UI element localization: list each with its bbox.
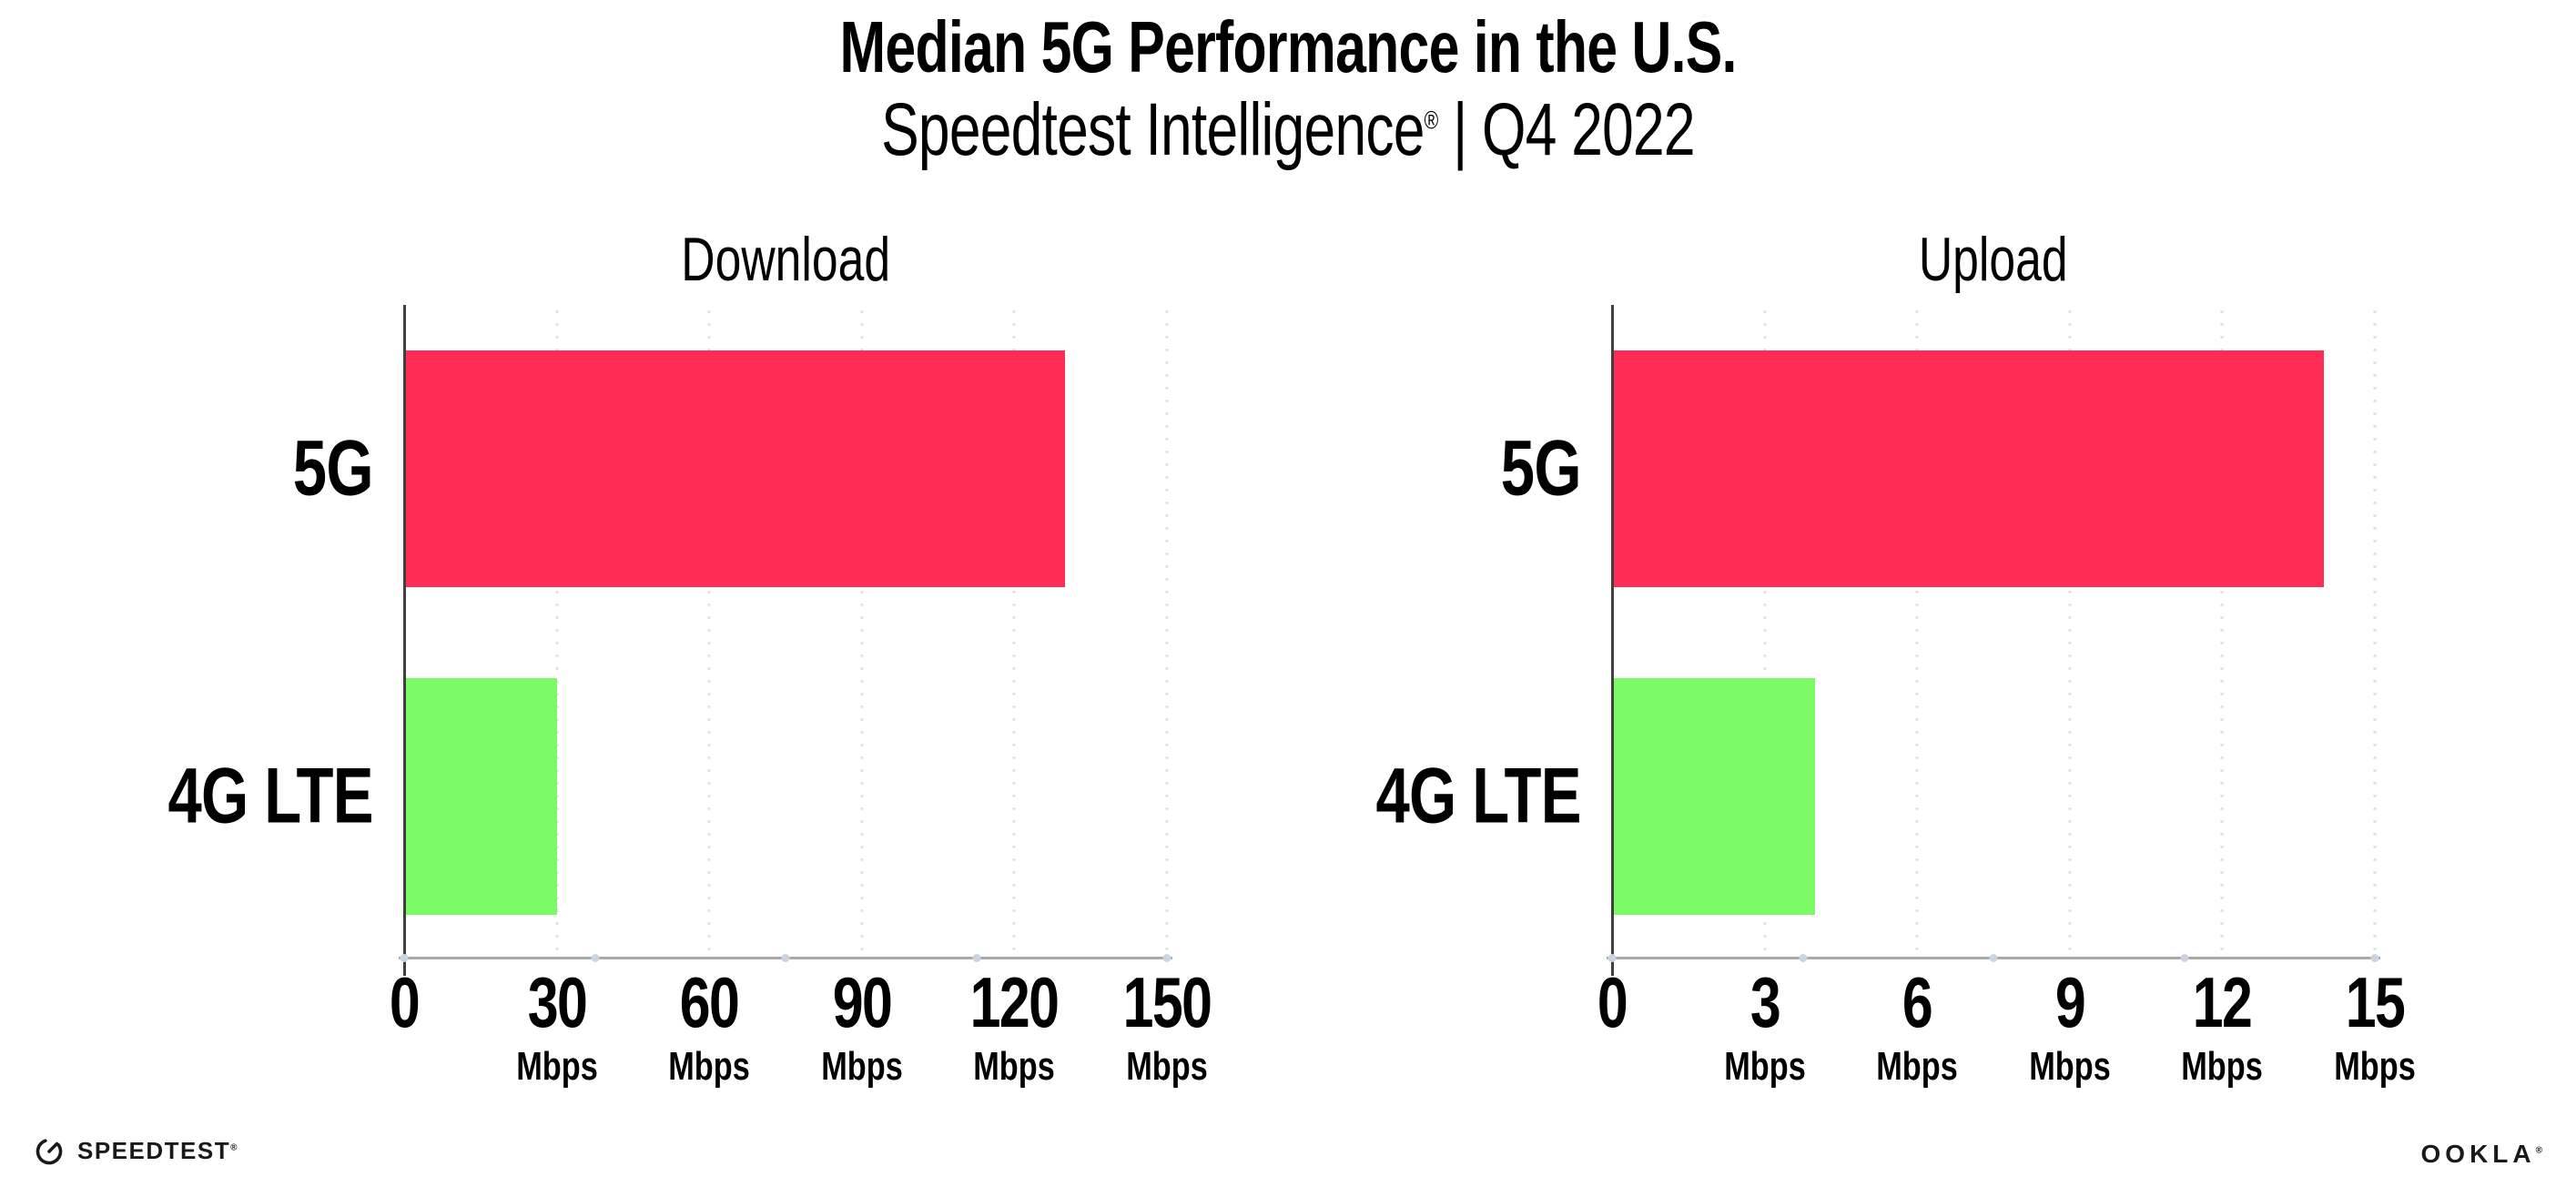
- axis-tick-dot: [1799, 954, 1807, 962]
- axis-tick-dot: [1607, 954, 1617, 962]
- upload-ylabel-5g: 5G: [1501, 424, 1582, 512]
- gridline: [1915, 310, 1919, 957]
- ookla-logo: OOKLA®: [2421, 1140, 2547, 1169]
- upload-chart-title: Upload: [1919, 225, 2068, 294]
- download-ylabel-5g: 5G: [293, 424, 374, 512]
- page-subtitle: Speedtest Intelligence® | Q4 2022: [0, 87, 2576, 173]
- download-chart-title: Download: [681, 225, 890, 294]
- upload-xtick-3: 3 Mbps: [1723, 962, 1806, 1089]
- gridline: [1012, 310, 1016, 957]
- download-xtick-30: 30 Mbps: [515, 962, 598, 1089]
- upload-xtick-6: 6 Mbps: [1876, 962, 1958, 1089]
- axis-tick-dot: [400, 954, 409, 962]
- registered-mark: ®: [2535, 1145, 2547, 1156]
- upload-ylabel-4g: 4G LTE: [1375, 752, 1582, 840]
- y-axis-line: [1611, 305, 1614, 976]
- bar-5g-download: [404, 350, 1066, 587]
- page-subtitle-text: Speedtest Intelligence® | Q4 2022: [881, 87, 1695, 173]
- upload-xtick-9: 9 Mbps: [2028, 962, 2111, 1089]
- gridline: [2068, 310, 2072, 957]
- bar-4g-lte-download: [404, 678, 557, 915]
- page-title-text: Median 5G Performance in the U.S.: [839, 6, 1737, 87]
- axis-tick-dot: [2370, 954, 2379, 962]
- download-ylabel-4g: 4G LTE: [167, 752, 374, 840]
- subtitle-brand: Speedtest Intelligence: [881, 88, 1425, 171]
- registered-mark: ®: [230, 1141, 238, 1152]
- download-xtick-150: 150 Mbps: [1122, 962, 1212, 1089]
- axis-tick-dot: [1162, 954, 1171, 962]
- upload-plot-area: [1607, 305, 2380, 976]
- axis-tick-dot: [1989, 954, 1998, 962]
- download-xtick-90: 90 Mbps: [820, 962, 903, 1089]
- axis-tick-dot: [972, 954, 980, 962]
- axis-tick-dot: [2180, 954, 2188, 962]
- upload-xtick-0: 0: [1597, 962, 1628, 1042]
- y-axis-line: [403, 305, 406, 976]
- gridline: [2373, 310, 2377, 957]
- gridline: [707, 310, 711, 957]
- gridline: [2220, 310, 2224, 957]
- gridline: [860, 310, 864, 957]
- gridline: [1763, 310, 1767, 957]
- bar-4g-lte-upload: [1612, 678, 1816, 915]
- download-xtick-120: 120 Mbps: [969, 962, 1060, 1089]
- registered-mark: ®: [1424, 106, 1439, 135]
- bar-5g-upload: [1612, 350, 2325, 587]
- speedtest-gauge-icon: [33, 1134, 66, 1167]
- upload-xtick-12: 12 Mbps: [2181, 962, 2264, 1089]
- ookla-wordmark: OOKLA®: [2420, 1140, 2547, 1168]
- page-title: Median 5G Performance in the U.S.: [0, 5, 2576, 89]
- axis-tick-dot: [591, 954, 599, 962]
- axis-tick-dot: [781, 954, 790, 962]
- download-plot-area: [399, 305, 1172, 976]
- upload-xtick-15: 15 Mbps: [2334, 962, 2416, 1089]
- speedtest-wordmark: SPEEDTEST®: [77, 1136, 238, 1164]
- gridline: [555, 310, 559, 957]
- subtitle-period: | Q4 2022: [1453, 88, 1696, 171]
- download-xtick-60: 60 Mbps: [668, 962, 750, 1089]
- speedtest-logo: SPEEDTEST®: [33, 1134, 238, 1167]
- gridline: [1165, 310, 1169, 957]
- download-xtick-0: 0: [389, 962, 421, 1042]
